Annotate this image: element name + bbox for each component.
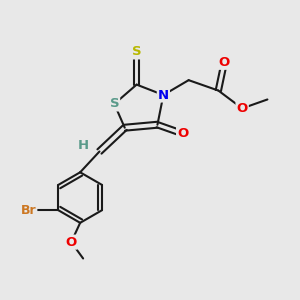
Text: H: H [78,139,89,152]
Text: S: S [132,45,141,58]
Text: S: S [110,98,119,110]
Text: O: O [177,127,188,140]
Text: O: O [219,56,230,69]
Text: O: O [236,102,248,115]
Text: O: O [66,236,77,249]
Text: N: N [158,88,169,101]
Text: Br: Br [21,204,36,217]
